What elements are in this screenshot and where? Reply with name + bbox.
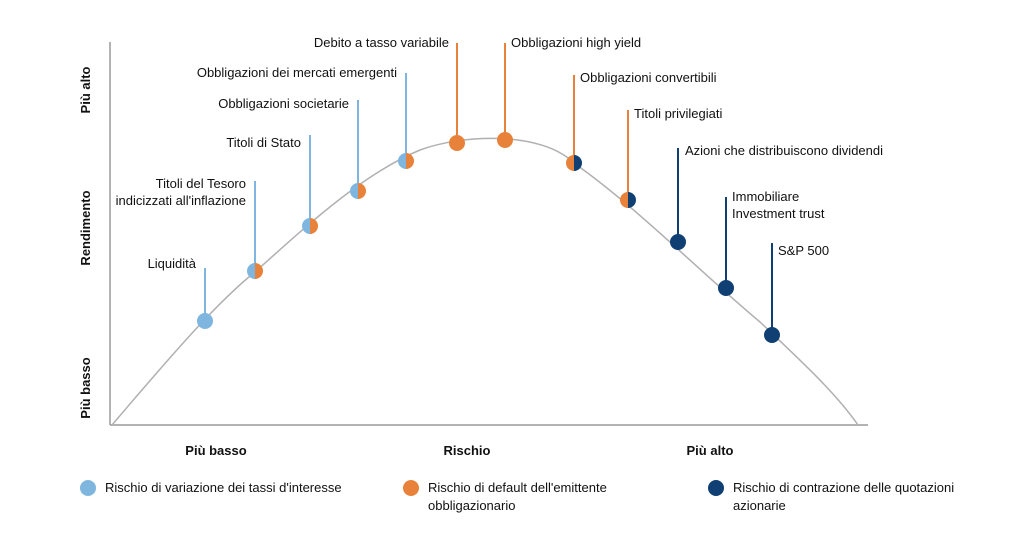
bubble-left-half (566, 155, 574, 171)
bubble-left-half (764, 327, 772, 343)
legend-dot-equity (708, 480, 724, 496)
point-immobiliare-investment-trust: Immobiliare Investment trust (718, 189, 825, 296)
y-axis-top-label: Più alto (78, 66, 93, 113)
label-obbligazioni-convertibili: Obbligazioni convertibili (580, 70, 717, 85)
label-obbligazioni-high-yield: Obbligazioni high yield (511, 35, 641, 50)
x-axis-right-label: Più alto (687, 443, 734, 458)
legend-dot-default (403, 480, 419, 496)
point-obbligazioni-societarie: Obbligazioni societarie (218, 96, 366, 199)
legend-item-equity-risk: Rischio di contrazione delle quotazioni … (708, 479, 954, 515)
bubble-right-half (772, 327, 780, 343)
bubble-right-half (628, 192, 636, 208)
point-obbligazioni-high-yield: Obbligazioni high yield (497, 35, 641, 148)
point-obbligazioni-dei-mercati-emergenti: Obbligazioni dei mercati emergenti (197, 65, 414, 169)
bubble-left-half (449, 135, 457, 151)
bubble-left-half (497, 132, 505, 148)
label-debito-a-tasso-variabile: Debito a tasso variabile (314, 35, 449, 50)
y-axis-title: Rendimento (78, 190, 93, 265)
label-s-p-500: S&P 500 (778, 243, 829, 258)
y-axis-bottom-label: Più basso (78, 357, 93, 418)
label-immobiliare-investment-trust: Immobiliare (732, 189, 799, 204)
label-titoli-del-tesoro-indicizzati-all-inflazione: Titoli del Tesoro (156, 176, 246, 191)
legend-item-default-risk: Rischio di default dell'emittente obblig… (403, 479, 607, 515)
label-immobiliare-investment-trust: Investment trust (732, 206, 825, 221)
bubble-left-half (670, 234, 678, 250)
point-azioni-che-distribuiscono-dividendi: Azioni che distribuiscono dividendi (670, 143, 883, 250)
bubble-left-half (197, 313, 205, 329)
bubble-right-half (310, 218, 318, 234)
point-titoli-di-stato: Titoli di Stato (226, 135, 318, 234)
point-titoli-del-tesoro-indicizzati-all-inflazione: Titoli del Tesoro indicizzati all'inflazi… (116, 176, 263, 279)
label-obbligazioni-societarie: Obbligazioni societarie (218, 96, 349, 111)
bubble-left-half (302, 218, 310, 234)
point-debito-a-tasso-variabile: Debito a tasso variabile (314, 35, 465, 151)
point-obbligazioni-convertibili: Obbligazioni convertibili (566, 70, 717, 171)
bubble-right-half (358, 183, 366, 199)
bubble-left-half (620, 192, 628, 208)
point-s-p-500: S&P 500 (764, 243, 829, 343)
legend-item-interest-rate-risk: Rischio di variazione dei tassi d'intere… (80, 479, 342, 497)
bubble-left-half (247, 263, 255, 279)
bubble-right-half (457, 135, 465, 151)
bubble-right-half (406, 153, 414, 169)
x-axis-title: Rischio (444, 443, 491, 458)
bubble-left-half (398, 153, 406, 169)
bubble-right-half (255, 263, 263, 279)
bubble-right-half (574, 155, 582, 171)
legend-label: Rischio di contrazione delle quotazioni … (733, 480, 955, 513)
bubble-right-half (505, 132, 513, 148)
bubble-left-half (350, 183, 358, 199)
bubble-right-half (726, 280, 734, 296)
bubble-right-half (205, 313, 213, 329)
point-titoli-privilegiati: Titoli privilegiati (620, 106, 722, 208)
legend-label: Rischio di variazione dei tassi d'intere… (105, 480, 342, 495)
bubble-right-half (678, 234, 686, 250)
label-liquidit: Liquidità (148, 256, 197, 271)
point-liquidit: Liquidità (148, 256, 213, 329)
asset-points: Liquidità Titoli del Tesoro indicizzati al… (116, 35, 883, 343)
label-obbligazioni-dei-mercati-emergenti: Obbligazioni dei mercati emergenti (197, 65, 397, 80)
label-titoli-del-tesoro-indicizzati-all-inflazione: indicizzati all'inflazione (116, 193, 246, 208)
risk-return-curve (111, 137, 859, 426)
label-titoli-di-stato: Titoli di Stato (226, 135, 301, 150)
x-axis-left-label: Più basso (185, 443, 246, 458)
label-titoli-privilegiati: Titoli privilegiati (634, 106, 722, 121)
bubble-left-half (718, 280, 726, 296)
legend-dot-interest-rate (80, 480, 96, 496)
label-azioni-che-distribuiscono-dividendi: Azioni che distribuiscono dividendi (685, 143, 883, 158)
legend-label: Rischio di default dell'emittente obblig… (428, 480, 607, 513)
